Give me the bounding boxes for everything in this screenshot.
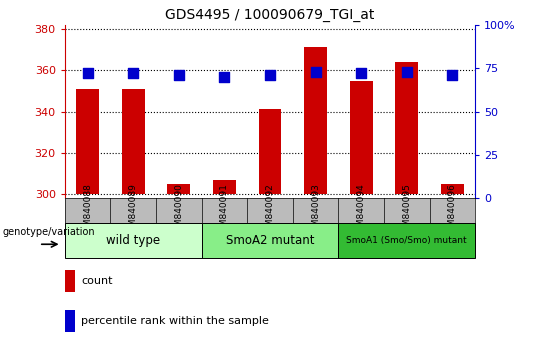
Text: genotype/variation: genotype/variation <box>3 227 96 237</box>
Text: SmoA2 mutant: SmoA2 mutant <box>226 234 314 247</box>
Bar <box>259 109 281 194</box>
Bar <box>395 62 418 194</box>
Point <box>174 72 183 78</box>
Text: GSM840092: GSM840092 <box>266 183 274 238</box>
Point <box>448 72 457 78</box>
Text: GSM840088: GSM840088 <box>83 183 92 238</box>
Point <box>402 69 411 74</box>
Text: GSM840096: GSM840096 <box>448 183 457 238</box>
Point <box>83 70 92 76</box>
Point <box>129 70 138 76</box>
Bar <box>213 180 236 194</box>
Bar <box>65 310 75 332</box>
Bar <box>167 184 190 194</box>
Title: GDS4495 / 100090679_TGI_at: GDS4495 / 100090679_TGI_at <box>165 8 375 22</box>
Bar <box>441 184 464 194</box>
Bar <box>339 223 475 258</box>
Bar <box>65 270 75 292</box>
Bar <box>304 47 327 194</box>
Text: percentile rank within the sample: percentile rank within the sample <box>81 316 269 326</box>
Point <box>357 70 366 76</box>
Bar <box>76 89 99 194</box>
Point <box>220 74 229 80</box>
Text: GSM840089: GSM840089 <box>129 183 138 238</box>
Point <box>311 69 320 74</box>
Bar <box>201 223 339 258</box>
Text: GSM840090: GSM840090 <box>174 183 183 238</box>
Bar <box>65 223 201 258</box>
Text: GSM840095: GSM840095 <box>402 183 411 238</box>
Text: SmoA1 (Smo/Smo) mutant: SmoA1 (Smo/Smo) mutant <box>347 236 467 245</box>
Point <box>266 72 274 78</box>
Text: GSM840093: GSM840093 <box>311 183 320 238</box>
Bar <box>350 80 373 194</box>
Text: wild type: wild type <box>106 234 160 247</box>
Text: count: count <box>81 276 113 286</box>
Bar <box>122 89 145 194</box>
Text: GSM840094: GSM840094 <box>357 183 366 238</box>
Text: GSM840091: GSM840091 <box>220 183 229 238</box>
